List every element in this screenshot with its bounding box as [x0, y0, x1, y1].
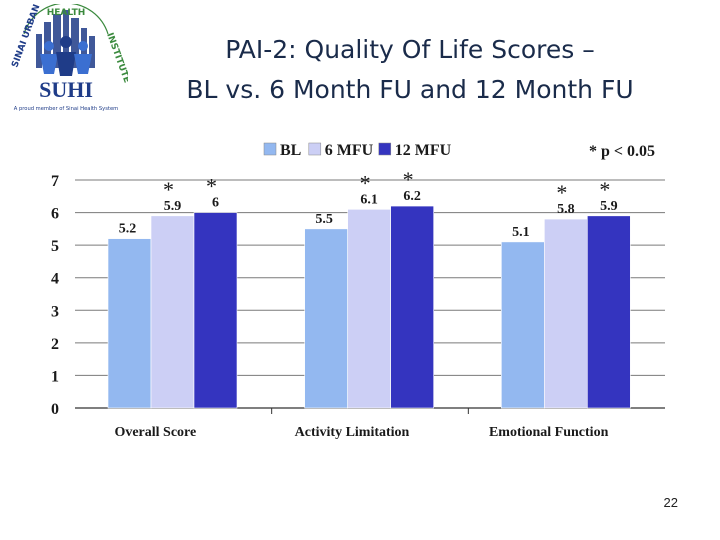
data-label: 5.9 — [164, 199, 182, 214]
bar — [587, 215, 631, 409]
logo-arc-top: HEALTH — [47, 8, 86, 18]
y-tick-label: 5 — [51, 238, 59, 255]
bar — [150, 215, 195, 409]
bar — [544, 218, 588, 409]
significance-note: * p < 0.05 — [589, 143, 655, 160]
bar-chart: 0 1 2 3 4 5 6 7 5.2 5.9 * 6 * Overall Score 5.5 6.1 * 6.2… — [0, 128, 720, 448]
logo-arc-right: INSTITUTE — [104, 32, 128, 85]
x-tick-label: Activity Limitation — [295, 425, 410, 440]
data-label: 5.8 — [557, 202, 575, 217]
data-label: 5.9 — [600, 199, 618, 214]
x-tick-label: Emotional Function — [489, 425, 609, 440]
legend-swatch — [263, 142, 277, 156]
significance-marker: * — [206, 174, 217, 199]
y-tick-label: 6 — [51, 206, 59, 223]
slide-title: PAI-2: Quality Of Life Scores – BL vs. 6… — [150, 30, 670, 110]
legend-label: BL — [280, 142, 301, 159]
significance-marker: * — [403, 167, 414, 192]
y-tick-label: 0 — [51, 401, 59, 418]
data-label: 5.1 — [512, 225, 530, 240]
legend-swatch — [378, 142, 392, 156]
bar — [304, 228, 348, 409]
y-tick-label: 4 — [51, 271, 59, 288]
data-label: 6.2 — [403, 189, 421, 204]
significance-marker: * — [599, 177, 610, 202]
significance-marker: * — [360, 170, 371, 195]
y-tick-label: 2 — [51, 336, 59, 353]
legend-label: 6 MFU — [325, 142, 374, 159]
bar — [193, 212, 238, 409]
data-label: 5.5 — [315, 212, 333, 227]
people-icon — [40, 36, 92, 76]
data-label: 6.1 — [360, 192, 378, 207]
slide-title-line-1: PAI-2: Quality Of Life Scores – — [225, 35, 595, 64]
legend-label: 12 MFU — [395, 142, 452, 159]
significance-marker: * — [556, 180, 567, 205]
y-tick-label: 1 — [51, 368, 59, 385]
page-number: 22 — [663, 495, 678, 510]
y-tick-label: 7 — [51, 173, 59, 190]
data-label: 6 — [212, 196, 219, 211]
x-tick-label: Overall Score — [114, 425, 196, 440]
significance-marker: * — [163, 177, 174, 202]
bar — [347, 209, 391, 409]
bar — [501, 241, 545, 409]
data-label: 5.2 — [119, 222, 137, 237]
suhi-logo: SINAI URBAN HEALTH INSTITUTE SUHI A prou… — [4, 4, 128, 114]
legend-swatch — [308, 142, 322, 156]
logo-wordmark: SUHI — [39, 77, 93, 102]
logo-tagline: A proud member of Sinai Health System — [14, 106, 118, 112]
y-tick-label: 3 — [51, 303, 59, 320]
slide-title-line-2: BL vs. 6 Month FU and 12 Month FU — [186, 75, 634, 104]
bar — [390, 205, 434, 409]
bar — [107, 238, 152, 409]
